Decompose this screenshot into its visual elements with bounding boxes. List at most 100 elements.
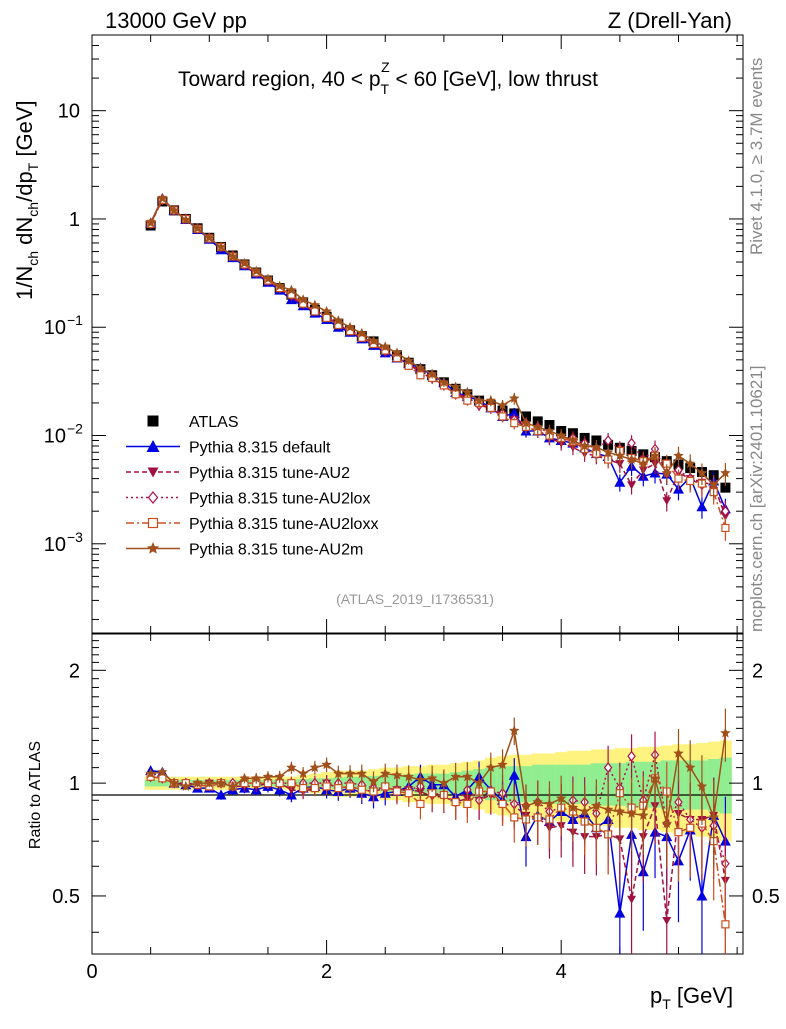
legend-label: Pythia 8.315 default [189,440,331,457]
data-point [356,768,368,779]
ratio-y-tick-label: 0.5 [52,886,80,908]
data-point [404,789,413,798]
data-point [426,772,438,783]
band-stat [144,779,158,787]
data-point [579,440,590,451]
legend-label: Pythia 8.315 tune-AU2m [189,542,363,559]
data-point [462,771,473,782]
data-point [485,395,497,406]
data-point [333,768,344,779]
main-ylabel: 1/Nch dNch/dpT [GeV] [12,100,41,300]
main-title-part2: < 60 [GeV], low thrust [390,68,599,91]
data-point [450,771,461,782]
data-point [287,779,296,788]
data-point [662,497,672,506]
data-point [661,818,672,829]
xlabel-sub: T [662,996,671,1012]
data-point [368,776,379,786]
mcplots-label: mcplots.cern.ch [arXiv:2401.10621] [747,366,766,632]
data-point [321,305,332,316]
data-point [322,313,331,322]
data-point [661,467,672,478]
legend-label: Pythia 8.315 tune-AU2 [189,465,350,482]
data-point [147,467,159,478]
data-point [368,335,379,346]
data-point [310,783,319,793]
data-point [509,725,520,736]
data-point [356,327,368,338]
data-point [334,783,343,793]
xaxis-label: pT [GeV] [650,983,733,1012]
ylabel-b: dN [12,217,37,251]
header-left: 13000 GeV pp [105,8,247,33]
data-point [649,772,661,783]
data-point [674,474,683,483]
data-point [627,437,636,449]
data-point [250,772,262,783]
data-point [215,789,227,800]
data-point [627,481,637,490]
ratio-y-tick-label: 2 [69,660,80,682]
data-point [720,467,731,478]
data-point [649,450,661,461]
tick-base: 10 [44,317,66,339]
y-tick-label: 10 [44,534,66,556]
data-point [157,192,168,203]
data-point [274,280,285,291]
data-point [145,768,156,779]
data-point [627,895,637,904]
data-point [146,440,160,452]
data-point [544,798,555,809]
data-point [451,798,460,807]
legend-label: Pythia 8.315 tune-AU2lox [189,491,370,508]
data-point [297,294,309,305]
data-point [345,782,355,791]
data-point [498,799,507,809]
legend-label: ATLAS [189,414,239,431]
data-point [721,920,730,929]
band-stat [719,757,732,814]
data-point [380,768,391,779]
data-point [297,768,309,779]
x-tick-label: 0 [86,961,97,983]
data-point [391,347,403,358]
data-point [720,727,731,738]
data-point [510,813,519,822]
series-pythia-8-315-tune-au2loxx [146,195,730,541]
data-point [426,368,438,379]
data-point [614,806,626,816]
data-point [696,890,708,901]
data-point [180,214,192,225]
legend-entry: Pythia 8.315 default [126,440,331,457]
y-tick-label: 10 [44,317,66,339]
ylabel-d: [GeV] [12,100,37,162]
series-line [149,198,727,517]
main-title: Toward region, 40 < pTZ < 60 [GeV], low … [178,59,598,97]
data-point [544,425,555,436]
data-point [473,395,485,406]
y-tick-label: 10 [58,101,80,123]
x-tick-label: 4 [556,961,567,983]
data-point [486,787,495,796]
data-point [686,476,695,486]
data-point [708,479,719,490]
data-point [333,315,344,326]
data-point [673,450,684,461]
data-point [204,232,215,243]
legend-entry: Pythia 8.315 tune-AU2 [126,465,350,482]
ratio-y-tick-label-right: 1 [752,773,763,795]
ylabel-sub2: ch [25,202,41,217]
data-point [567,434,579,445]
data-point [168,777,180,788]
data-point [721,505,730,517]
data-point [626,454,637,464]
legend-label: Pythia 8.315 tune-AU2loxx [189,516,378,533]
data-point [673,747,684,758]
data-point [262,771,274,782]
data-point [684,762,696,773]
data-point [309,299,321,310]
band-stat [520,766,533,803]
data-point [510,419,519,428]
data-point [227,780,238,791]
